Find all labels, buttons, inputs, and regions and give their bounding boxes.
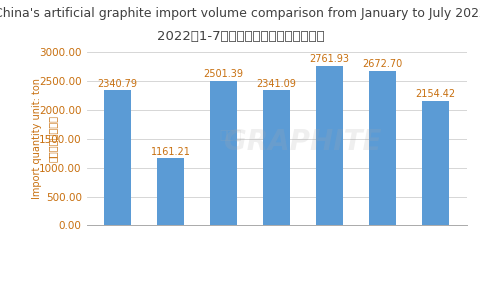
Text: 2022年1-7月中国人造石墨进口数量对比: 2022年1-7月中国人造石墨进口数量对比 — [156, 30, 324, 43]
Bar — [315, 66, 343, 225]
Text: GRAPHITE: GRAPHITE — [224, 128, 381, 156]
Bar — [368, 71, 396, 225]
Bar — [156, 158, 184, 225]
Text: 1161.21: 1161.21 — [150, 147, 190, 157]
Text: 2672.70: 2672.70 — [361, 60, 402, 69]
Text: 2341.09: 2341.09 — [256, 79, 296, 89]
Text: 2340.79: 2340.79 — [97, 79, 137, 89]
Text: 进口数量单位：吨: 进口数量单位：吨 — [48, 115, 57, 162]
Text: Import quantity unit: ton: Import quantity unit: ton — [32, 78, 42, 199]
Bar — [421, 101, 448, 225]
Text: 2761.93: 2761.93 — [309, 54, 349, 64]
Bar — [104, 90, 131, 225]
Text: 聚碳素: 聚碳素 — [219, 129, 242, 142]
Text: 2154.42: 2154.42 — [415, 90, 455, 99]
Text: 2501.39: 2501.39 — [203, 69, 243, 79]
Bar — [209, 81, 237, 225]
Bar — [262, 90, 290, 225]
Text: China's artificial graphite import volume comparison from January to July 2022: China's artificial graphite import volum… — [0, 7, 480, 20]
